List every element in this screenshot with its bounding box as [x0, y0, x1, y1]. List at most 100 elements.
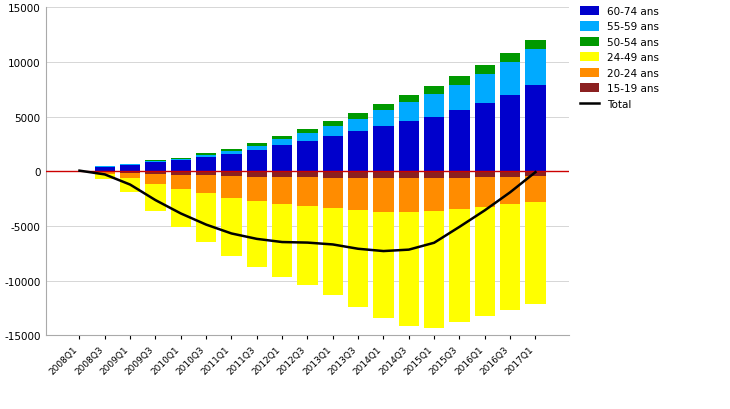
Legend: 60-74 ans, 55-59 ans, 50-54 ans, 24-49 ans, 20-24 ans, 15-19 ans, Total: 60-74 ans, 55-59 ans, 50-54 ans, 24-49 a…	[580, 7, 659, 109]
Bar	[272, 172, 292, 178]
Bar	[247, 177, 267, 202]
Bar	[145, 184, 166, 211]
Total	[531, 170, 539, 175]
Bar	[323, 137, 343, 172]
Total	[328, 243, 337, 247]
Bar	[399, 122, 419, 172]
Bar	[247, 202, 267, 267]
Bar	[474, 104, 495, 172]
Bar	[450, 111, 469, 172]
Bar	[323, 178, 343, 209]
Bar	[323, 172, 343, 178]
Bar	[221, 150, 242, 151]
Total	[455, 225, 464, 230]
Bar	[196, 172, 216, 176]
Bar	[450, 85, 469, 111]
Bar	[221, 177, 242, 198]
Bar	[373, 172, 393, 179]
Bar	[171, 189, 191, 227]
Bar	[348, 178, 368, 211]
Bar	[500, 63, 520, 95]
Bar	[500, 205, 520, 311]
Bar	[474, 75, 495, 104]
Total	[430, 241, 439, 246]
Total	[404, 247, 413, 252]
Bar	[526, 202, 545, 304]
Bar	[450, 172, 469, 178]
Bar	[247, 146, 267, 151]
Bar	[69, 171, 90, 172]
Total	[354, 247, 363, 252]
Bar	[221, 151, 242, 155]
Bar	[171, 175, 191, 189]
Bar	[272, 146, 292, 172]
Bar	[221, 155, 242, 172]
Total	[126, 183, 134, 188]
Bar	[247, 151, 267, 172]
Total	[201, 222, 210, 227]
Total	[177, 211, 185, 216]
Bar	[272, 137, 292, 140]
Bar	[399, 172, 419, 179]
Bar	[399, 96, 419, 103]
Bar	[526, 40, 545, 50]
Bar	[348, 119, 368, 132]
Total	[379, 249, 388, 254]
Bar	[424, 95, 445, 117]
Total	[75, 169, 84, 174]
Total	[303, 240, 312, 245]
Bar	[424, 211, 445, 328]
Bar	[171, 158, 191, 159]
Bar	[399, 212, 419, 326]
Bar	[500, 95, 520, 172]
Bar	[196, 194, 216, 243]
Bar	[120, 164, 140, 165]
Bar	[373, 212, 393, 318]
Bar	[474, 66, 495, 75]
Bar	[373, 179, 393, 212]
Bar	[297, 134, 318, 142]
Bar	[95, 167, 115, 172]
Bar	[145, 172, 166, 174]
Total	[506, 190, 515, 195]
Total	[480, 208, 489, 213]
Total	[227, 231, 236, 236]
Bar	[120, 173, 140, 178]
Bar	[120, 165, 140, 172]
Bar	[348, 172, 368, 178]
Bar	[526, 85, 545, 172]
Bar	[297, 142, 318, 172]
Bar	[297, 178, 318, 207]
Bar	[272, 178, 292, 204]
Bar	[196, 155, 216, 157]
Bar	[297, 207, 318, 285]
Bar	[474, 207, 495, 316]
Bar	[500, 54, 520, 63]
Bar	[526, 177, 545, 202]
Bar	[373, 127, 393, 172]
Bar	[272, 204, 292, 278]
Bar	[120, 178, 140, 193]
Bar	[450, 77, 469, 85]
Total	[253, 237, 261, 242]
Bar	[399, 103, 419, 122]
Total	[101, 173, 110, 178]
Bar	[95, 173, 115, 174]
Bar	[196, 176, 216, 194]
Bar	[450, 178, 469, 210]
Bar	[221, 198, 242, 256]
Bar	[247, 172, 267, 177]
Bar	[221, 172, 242, 177]
Line: Total: Total	[80, 171, 535, 252]
Bar	[171, 172, 191, 175]
Bar	[323, 126, 343, 137]
Bar	[474, 178, 495, 207]
Total	[151, 198, 160, 203]
Bar	[526, 50, 545, 85]
Bar	[297, 130, 318, 134]
Bar	[95, 172, 115, 173]
Bar	[348, 132, 368, 172]
Bar	[450, 210, 469, 322]
Bar	[272, 140, 292, 146]
Bar	[171, 159, 191, 161]
